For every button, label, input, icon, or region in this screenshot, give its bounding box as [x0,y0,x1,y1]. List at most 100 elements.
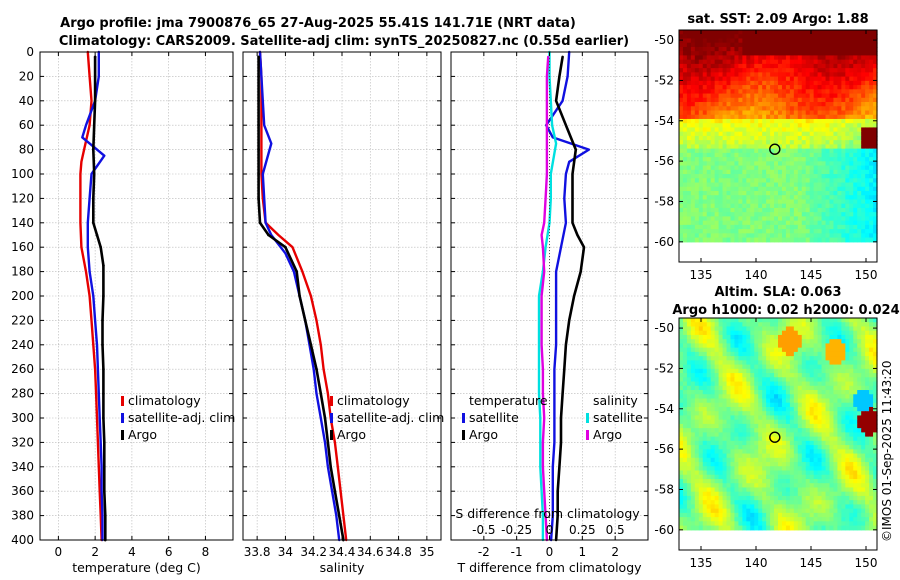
sla-map-title-line2: Argo h1000: 0.02 h2000: 0.024 [672,303,899,318]
figure-title-line2: Climatology: CARS2009. Satellite-adj cli… [59,34,629,49]
series-line-t-argo [554,55,586,542]
sst-heatmap-cells [679,30,878,243]
legend-label: satellite [593,410,643,425]
y-tick-label: 140 [11,216,34,230]
argo-point [102,392,105,395]
argo-point [295,270,299,273]
map-x-tick-label: 135 [690,268,713,282]
argo-point [329,465,332,469]
y-tick-label: 360 [11,484,34,498]
x-tick-label: 0 [546,545,554,559]
legend-label: satellite-adj. clim [337,410,444,425]
series-line-s-satellite [537,50,558,542]
x-tick-label: 34.2 [300,545,327,559]
argo-point [257,55,260,59]
argo-point [303,319,307,322]
x-tick-label: 35 [419,545,434,559]
legend-swatch-climatology [121,396,124,406]
legend-label: climatology [337,393,410,408]
argo-point [101,319,104,322]
legend-swatch-argo_s [586,430,589,440]
y-tick-label: 340 [11,460,34,474]
argo-point [337,514,341,517]
y-tick-label: 320 [11,435,34,449]
legend-swatch-argo [121,430,124,440]
map-y-tick-label: -54 [654,114,674,128]
sla-argo-position-marker [769,431,781,443]
sst-map-title: sat. SST: 2.09 Argo: 1.88 [687,12,868,27]
x2-tick-label: 0.5 [606,523,625,537]
legend-heading: salinity [593,393,638,408]
legend-label: Argo [593,427,622,442]
series-line-satellite-adj-clim [258,50,341,542]
y-tick-label: 180 [11,265,34,279]
x-tick-label: 6 [165,545,173,559]
argo-point [93,75,97,78]
argo-point [95,233,99,237]
legend-swatch-satellite_s [586,413,589,423]
y-tick-label: 400 [11,533,34,547]
legend-label: Argo [128,427,157,442]
imos-credit: ©IMOS 01-Sep-2025 11:43:20 [880,360,894,542]
y-tick-label: 100 [11,167,34,181]
x-tick-label: 2 [611,545,619,559]
map-y-tick-label: -58 [654,482,674,496]
sst-map-frame [678,29,878,263]
x-tick-label: 2 [91,545,99,559]
map-y-tick-label: -52 [654,361,674,375]
series-line-satellite-adj-clim [81,50,106,542]
series-line-s-argo [540,55,550,542]
y-tick-label: 0 [26,45,34,59]
map-x-tick-label: 150 [855,268,878,282]
argo-point [102,367,105,371]
argo-point [103,514,107,517]
x2-tick-label: 0.25 [569,523,596,537]
map-x-tick-label: 140 [745,268,768,282]
argo-point [257,99,260,103]
y-tick-label: 120 [11,191,34,205]
argo-point [102,416,105,420]
x-tick-label: 34.8 [385,545,412,559]
argo-point [258,221,262,225]
map-y-tick-label: -60 [654,235,674,249]
argo-point [102,264,105,267]
legend-label: Argo [469,427,498,442]
argo-point [323,416,327,420]
x2-tick-label: -0.5 [472,523,495,537]
map-x-tick-label: 135 [690,556,713,570]
argo-point [267,233,270,237]
legend-label: Argo [337,427,366,442]
argo-point [257,123,260,127]
y-tick-label: 260 [11,362,34,376]
y-tick-label: 60 [19,118,34,132]
map-y-tick-label: -56 [654,154,674,168]
map-y-tick-label: -60 [654,523,674,537]
map-y-tick-label: -50 [654,321,674,335]
map-x-tick-label: 140 [745,556,768,570]
argo-point [326,441,330,444]
x-tick-label: 34.4 [329,545,356,559]
argo-point [257,75,260,78]
sst-map-panel: sat. SST: 2.09 Argo: 1.88 -50 -52 -54 -56 -5… [654,12,878,282]
y-tick-label: 300 [11,411,34,425]
argo-point [315,367,318,371]
legend-swatch-climatology [330,396,333,406]
legend-swatch-argo [330,430,333,440]
legend-swatch-satellite [121,413,124,423]
series-line-climatology [258,50,348,542]
sst-argo-position-marker [769,143,781,155]
x-axis-label: salinity [320,560,365,575]
y-tick-label: 80 [19,143,34,157]
argo-point [93,55,97,59]
figure-title-line1: Argo profile: jma 7900876_65 27-Aug-2025… [60,16,576,31]
sla-map-panel: Altim. SLA: 0.063 Argo h1000: 0.02 h2000… [654,285,899,570]
argo-point [92,221,95,225]
y-tick-label: 220 [11,313,34,327]
x-tick-label: 34.6 [357,545,384,559]
x-tick-label: 8 [202,545,210,559]
argo-point [92,123,96,127]
legend-label: satellite [469,410,519,425]
argo-point [103,441,106,444]
series-line-argo [92,55,107,542]
